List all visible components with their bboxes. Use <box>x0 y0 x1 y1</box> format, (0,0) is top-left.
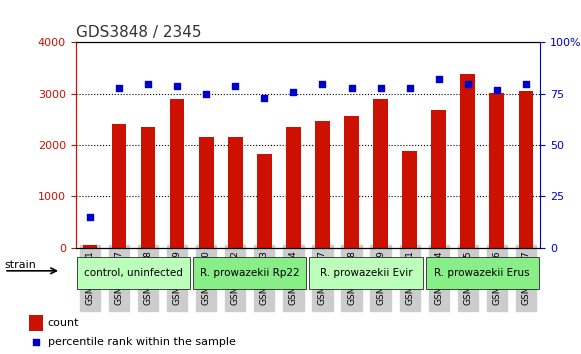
FancyBboxPatch shape <box>310 257 423 289</box>
Point <box>231 83 240 88</box>
Bar <box>83 245 98 248</box>
FancyBboxPatch shape <box>193 257 307 289</box>
Point <box>173 83 182 88</box>
Bar <box>228 137 243 248</box>
Point <box>85 214 95 220</box>
FancyBboxPatch shape <box>426 257 539 289</box>
Point <box>434 76 443 82</box>
Bar <box>286 127 301 248</box>
Point <box>405 85 414 91</box>
Bar <box>490 93 504 248</box>
Point <box>318 81 327 86</box>
Point <box>521 81 530 86</box>
Point <box>492 87 501 92</box>
Bar <box>315 120 330 248</box>
Bar <box>345 116 359 248</box>
Point <box>320 224 329 229</box>
Bar <box>403 151 417 248</box>
Text: control, uninfected: control, uninfected <box>84 268 183 278</box>
Bar <box>519 91 533 248</box>
Text: R. prowazekii Erus: R. prowazekii Erus <box>435 268 530 278</box>
Bar <box>170 99 185 248</box>
Point <box>260 95 269 101</box>
Bar <box>431 110 446 248</box>
Bar <box>112 124 127 248</box>
Text: strain: strain <box>4 260 36 270</box>
Text: R. prowazekii Rp22: R. prowazekii Rp22 <box>200 268 300 278</box>
Text: count: count <box>48 318 79 328</box>
FancyBboxPatch shape <box>77 257 191 289</box>
Text: GDS3848 / 2345: GDS3848 / 2345 <box>76 25 201 40</box>
Point <box>114 85 124 91</box>
Point <box>144 81 153 86</box>
Bar <box>141 127 156 248</box>
Bar <box>374 99 388 248</box>
Bar <box>257 154 272 248</box>
Bar <box>199 137 214 248</box>
Point <box>347 85 356 91</box>
Point <box>463 81 472 86</box>
Text: R. prowazekii Evir: R. prowazekii Evir <box>320 268 413 278</box>
Point <box>289 89 298 95</box>
Point <box>202 91 211 97</box>
Text: percentile rank within the sample: percentile rank within the sample <box>48 337 235 348</box>
Bar <box>461 74 475 248</box>
Point <box>376 85 385 91</box>
Bar <box>29 315 43 331</box>
